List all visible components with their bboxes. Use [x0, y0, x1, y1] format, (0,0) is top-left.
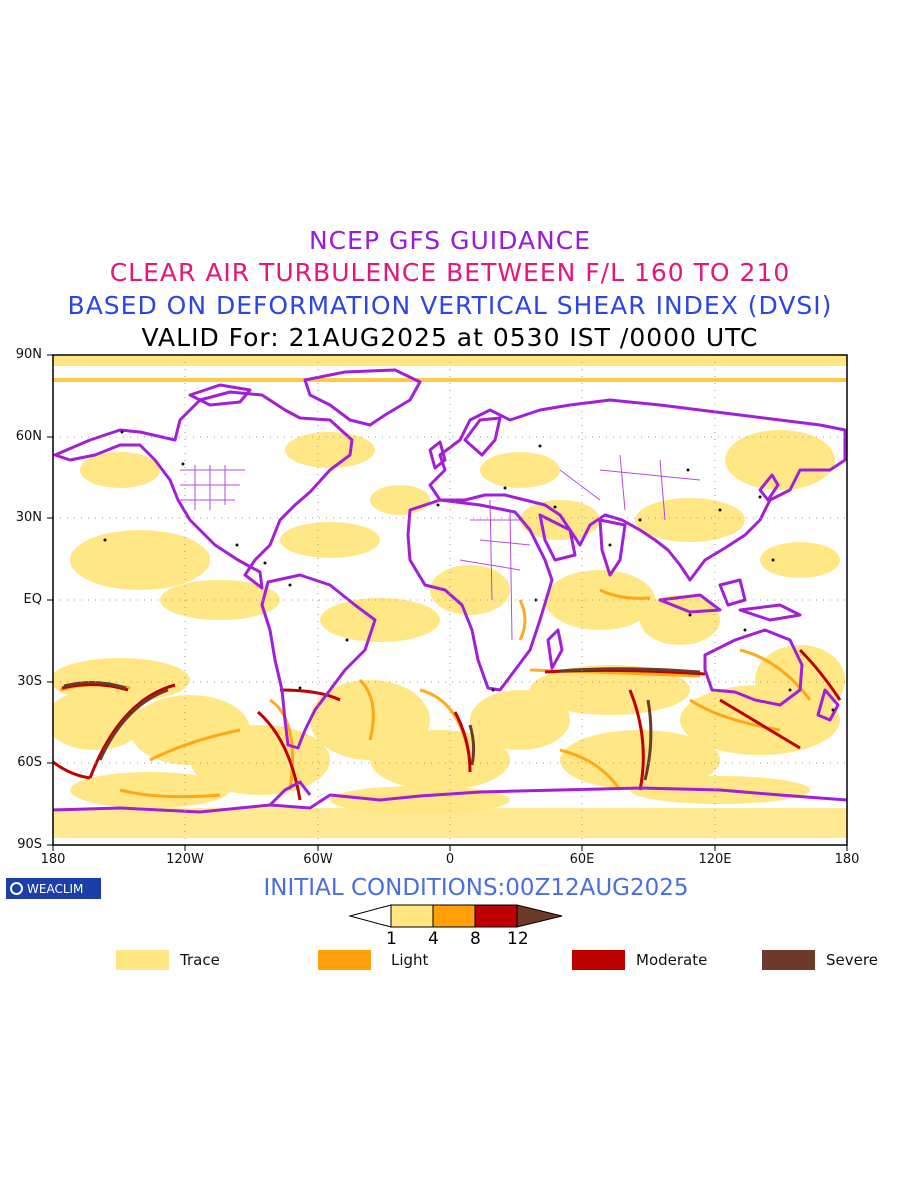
colorbar-box-trace	[390, 904, 434, 928]
lat-label-90s: 90S	[17, 837, 42, 852]
title-valid-time: VALID For: 21AUG2025 at 0530 IST /0000 U…	[141, 323, 759, 352]
colorbar	[348, 904, 563, 928]
graticule	[53, 355, 847, 845]
colorbar-tick-1: 1	[386, 929, 397, 949]
colorbar-tick-4: 4	[428, 929, 439, 949]
lon-label-120w: 120W	[166, 852, 204, 867]
legend-swatch-moderate	[572, 950, 625, 970]
lon-label-60e: 60E	[569, 852, 595, 867]
turbulence-fields	[53, 356, 847, 838]
legend-swatch-trace	[116, 950, 169, 970]
legend-swatch-light	[318, 950, 371, 970]
weaclim-logo: WEACLIM	[6, 878, 101, 899]
legend-swatch-severe	[762, 950, 815, 970]
legend-label-moderate: Moderate	[636, 951, 708, 969]
lon-label-180w: 180	[40, 852, 66, 867]
legend-label-light: Light	[391, 951, 429, 969]
lat-label-60s: 60S	[17, 755, 42, 770]
title-line-2: CLEAR AIR TURBULENCE BETWEEN F/L 160 TO …	[109, 258, 791, 287]
colorbar-lower-triangle	[348, 904, 392, 928]
lon-label-60w: 60W	[303, 852, 333, 867]
legend-label-trace: Trace	[180, 951, 220, 969]
circle-c-icon	[10, 882, 23, 895]
lat-label-90n: 90N	[15, 347, 42, 362]
colorbar-upper-triangle	[516, 904, 563, 928]
lat-label-eq: EQ	[23, 592, 42, 607]
lon-label-180e: 180	[834, 852, 860, 867]
colorbar-tick-12: 12	[507, 929, 529, 949]
lat-label-60n: 60N	[15, 429, 42, 444]
lon-label-120e: 120E	[698, 852, 732, 867]
lon-label-0: 0	[445, 852, 455, 867]
colorbar-box-light	[432, 904, 476, 928]
initial-conditions: INITIAL CONDITIONS:00Z12AUG2025	[263, 875, 689, 901]
colorbar-tick-8: 8	[470, 929, 481, 949]
coastlines	[53, 368, 847, 814]
colorbar-box-moderate	[474, 904, 518, 928]
title-line-3: BASED ON DEFORMATION VERTICAL SHEAR INDE…	[67, 291, 833, 320]
legend-label-severe: Severe	[826, 951, 878, 969]
lat-label-30n: 30N	[15, 510, 42, 525]
lat-label-30s: 30S	[17, 674, 42, 689]
logo-text: WEACLIM	[27, 881, 84, 896]
title-line-1: NCEP GFS GUIDANCE	[308, 226, 591, 255]
